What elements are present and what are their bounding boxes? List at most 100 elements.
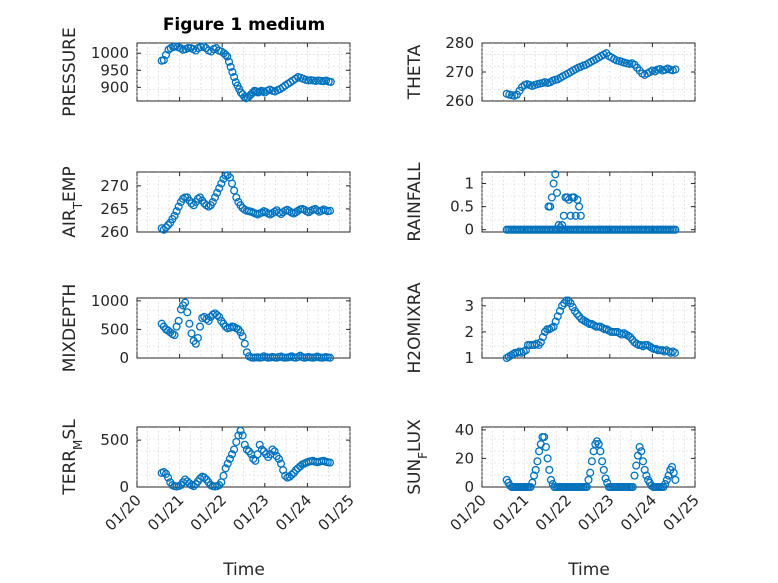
data-point: [533, 457, 542, 466]
data-point: [230, 73, 239, 82]
y-tick-label: 500: [100, 320, 129, 338]
data-point: [601, 474, 610, 483]
data-point: [667, 462, 677, 472]
data-point: [230, 445, 239, 454]
data-point: [555, 306, 565, 316]
data-point: [240, 92, 249, 101]
x-tick-label: 01/25: [660, 491, 703, 534]
data-point: [164, 221, 173, 230]
data-point: [223, 171, 232, 180]
data-point: [174, 316, 183, 325]
data-point: [193, 333, 202, 343]
data-point: [274, 454, 283, 463]
data-point: [219, 471, 228, 480]
y-tick-label: 265: [100, 200, 129, 218]
x-tick-label: 01/21: [144, 491, 187, 534]
data-point: [638, 457, 648, 466]
data-point: [670, 348, 680, 357]
data-point: [671, 225, 680, 234]
data-point: [213, 311, 222, 320]
data-point: [204, 316, 213, 325]
data-point: [230, 186, 239, 195]
data-point: [545, 465, 554, 474]
data-point: [558, 221, 567, 230]
data-point: [546, 475, 556, 484]
x-tick-label: 01/20: [447, 491, 490, 534]
subplot-3: 260 265 270 AIRTEMP: [60, 166, 351, 241]
y-tick-label: 40: [455, 421, 474, 439]
data-point: [159, 225, 168, 234]
data-point: [159, 467, 168, 477]
data-point: [255, 440, 264, 449]
y-tick-label: 2: [464, 323, 474, 341]
y-tick-label: 1000: [91, 44, 129, 62]
data-point: [217, 179, 226, 188]
data-point: [213, 188, 222, 197]
data-point: [669, 468, 678, 477]
y-axis-label: TERRMSL: [60, 419, 85, 496]
data-point: [236, 328, 245, 337]
data-point: [630, 471, 639, 480]
data-point: [185, 319, 194, 328]
data-point: [161, 223, 171, 232]
y-tick-label: 0: [464, 478, 474, 496]
data-point: [575, 202, 584, 211]
y-axis-label: PRESSURE: [60, 27, 80, 116]
x-tick-label: 01/25: [315, 491, 358, 534]
data-point: [172, 207, 181, 216]
data-point: [571, 211, 580, 220]
data-point: [193, 194, 202, 203]
y-tick-label: 1: [464, 175, 474, 193]
data-point: [536, 338, 545, 347]
data-point: [240, 339, 249, 348]
data-point: [221, 50, 230, 59]
data-point: [202, 315, 211, 324]
data-point: [661, 480, 670, 489]
data-point: [526, 482, 535, 492]
data-point: [187, 199, 196, 208]
data-point: [549, 322, 558, 331]
y-tick-label: 270: [445, 63, 474, 81]
y-tick-label: 260: [100, 223, 129, 241]
data-point: [325, 206, 335, 215]
y-tick-label: 0: [119, 478, 129, 496]
data-point: [554, 221, 563, 230]
data-point: [242, 348, 251, 357]
y-tick-label: 270: [100, 177, 129, 195]
subplot-2: 260 270 280 THETA: [405, 34, 696, 110]
data-point: [521, 346, 530, 355]
data-point: [640, 465, 649, 474]
y-tick-label: 260: [445, 92, 474, 110]
data-point: [224, 57, 234, 66]
data-point: [529, 471, 539, 480]
data-point: [210, 193, 220, 202]
y-tick-label: 3: [464, 297, 474, 315]
data-point: [325, 353, 335, 362]
data-point: [227, 179, 237, 188]
y-tick-label: 20: [455, 449, 474, 467]
data-point: [236, 426, 245, 435]
data-point: [232, 193, 241, 202]
data-point: [204, 202, 213, 211]
y-axis-label: MIXDEPTH: [60, 284, 80, 373]
data-point: [637, 447, 646, 456]
y-tick-label: 280: [445, 34, 474, 52]
x-axis-label-left: Time: [222, 560, 265, 580]
subplot-7: 0 500 TERRMSL 01/20 01/21 01/22 01/23 01/24 01/2…: [60, 419, 358, 535]
data-point: [543, 454, 552, 463]
data-point: [183, 308, 192, 317]
data-point: [238, 431, 247, 440]
data-point: [304, 208, 313, 217]
data-point: [159, 56, 168, 65]
data-point: [234, 431, 243, 440]
subplot-8: 0 20 40 SUNFLUX 01/20 01/21 01/22 01/23 01/24 01/…: [405, 419, 703, 535]
x-tick-label: 01/24: [617, 491, 660, 534]
data-point: [541, 442, 550, 452]
data-point: [599, 465, 608, 474]
data-point: [540, 432, 549, 442]
data-point: [223, 459, 232, 468]
data-point: [671, 65, 680, 74]
data-point: [170, 331, 179, 340]
